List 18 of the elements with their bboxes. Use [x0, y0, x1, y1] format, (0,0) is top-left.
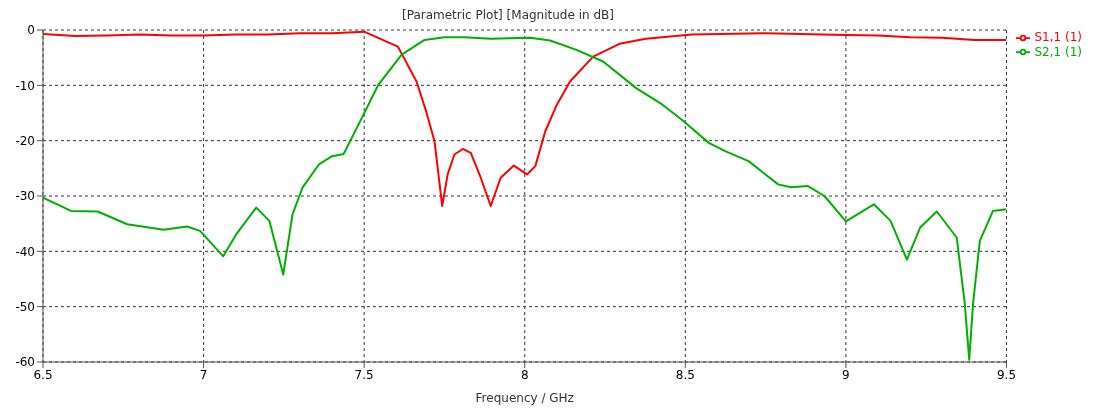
y-tick-label: -30 — [15, 189, 35, 204]
x-tick-label: 7 — [199, 367, 208, 382]
y-tick-label: -60 — [15, 355, 35, 370]
x-tick-label: 8 — [520, 367, 529, 382]
y-tick-label: -50 — [15, 299, 35, 314]
legend-label: S1,1 (1) — [1034, 30, 1082, 44]
y-tick-label: 0 — [27, 23, 35, 38]
x-tick-label: 6.5 — [33, 367, 53, 382]
x-tick-label: 8.5 — [675, 367, 695, 382]
legend-label: S2,1 (1) — [1034, 44, 1082, 59]
x-tick-label: 9.5 — [996, 367, 1017, 382]
x-tick-label: 7.5 — [354, 367, 374, 382]
y-tick-label: -10 — [15, 78, 35, 93]
chart-title: [Parametric Plot] [Magnitude in dB] — [401, 8, 615, 22]
y-tick-label: -20 — [15, 133, 35, 148]
y-tick-label: -40 — [15, 244, 35, 259]
x-axis-title: Frequency / GHz — [475, 391, 574, 405]
x-tick-label: 9 — [842, 367, 850, 382]
